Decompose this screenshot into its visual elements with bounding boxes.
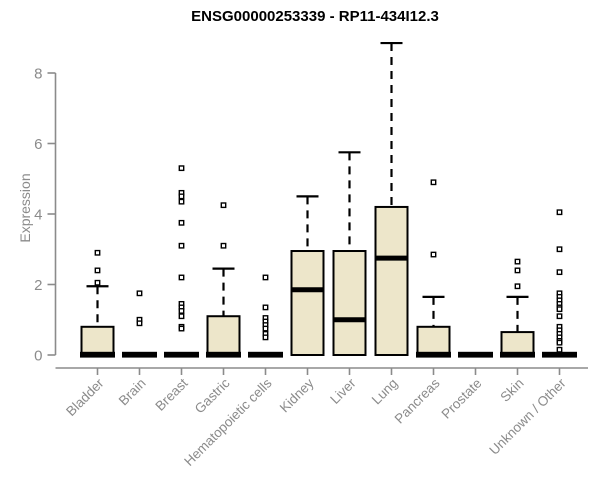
box-rect: [290, 250, 325, 356]
outlier-point: [514, 258, 521, 265]
outlier-point: [514, 267, 521, 274]
boxplot-hematopoietic-cells: [248, 274, 283, 358]
outlier-point: [262, 304, 269, 311]
outlier-point: [262, 325, 269, 332]
median-line: [80, 351, 115, 358]
outlier-point: [556, 306, 563, 313]
boxplot-brain: [122, 290, 157, 358]
chart-title: ENSG00000253339 - RP11-434I12.3: [191, 8, 439, 25]
boxplot-liver: [332, 151, 367, 356]
y-tick-label: 4: [34, 207, 42, 224]
median-line: [542, 351, 577, 358]
boxplot-unknown-other: [542, 209, 577, 358]
box-rect: [500, 331, 535, 356]
y-tick-label: 8: [34, 66, 42, 83]
box-rect: [332, 250, 367, 356]
boxplot-lung: [374, 41, 409, 356]
outlier-point: [178, 308, 185, 314]
median-line: [122, 351, 157, 358]
outlier-point: [178, 313, 185, 320]
outlier-point: [178, 274, 185, 281]
x-tick-label: Breast: [152, 375, 190, 413]
outlier-point: [556, 246, 563, 253]
outlier-point: [262, 274, 269, 281]
boxplot-skin: [500, 258, 535, 358]
x-tick-label: Unknown / Other: [486, 375, 569, 458]
x-tick-label: Lung: [369, 376, 401, 408]
outlier-point: [430, 179, 437, 186]
outlier-point: [178, 193, 185, 200]
outlier-point: [430, 251, 437, 258]
x-tick-label: Bladder: [63, 375, 107, 419]
outlier-point: [94, 249, 101, 256]
outlier-point: [556, 346, 563, 353]
x-tick-label: Pancreas: [392, 375, 443, 426]
outlier-point: [178, 219, 185, 226]
outlier-point: [556, 209, 563, 216]
outlier-point: [178, 325, 185, 332]
box-rect: [374, 205, 409, 356]
x-tick-label: Gastric: [192, 375, 233, 416]
x-tick-label: Prostate: [438, 376, 484, 422]
x-tick-label: Kidney: [277, 375, 317, 415]
outlier-point: [94, 267, 101, 274]
median-line: [206, 351, 241, 358]
x-tick-label: Skin: [497, 376, 526, 405]
median-line: [416, 351, 451, 358]
median-line: [164, 351, 199, 358]
outlier-point: [178, 165, 185, 172]
outlier-point: [136, 320, 143, 327]
y-tick-label: 6: [34, 136, 42, 153]
outlier-point: [136, 290, 143, 297]
boxplot-kidney: [290, 195, 325, 356]
outlier-point: [262, 334, 269, 341]
y-axis: 0 2 4 6 8: [34, 66, 57, 365]
boxplot-prostate: [458, 351, 493, 358]
boxplot-breast: [164, 165, 199, 358]
outlier-point: [178, 198, 185, 205]
outlier-point: [556, 339, 563, 346]
boxplot-bladder: [80, 249, 115, 358]
box-rect: [80, 325, 115, 356]
outlier-point: [514, 283, 521, 290]
median-line: [458, 351, 493, 358]
outlier-point: [556, 269, 563, 276]
outlier-point: [220, 242, 227, 249]
box-rect: [206, 315, 241, 357]
boxplot-pancreas: [416, 179, 451, 358]
outlier-point: [556, 313, 563, 320]
x-tick-label: Brain: [116, 376, 149, 409]
outlier-point: [178, 242, 185, 249]
box-rect: [416, 325, 451, 356]
outlier-point: [220, 202, 227, 209]
y-tick-label: 0: [34, 348, 42, 365]
median-line: [248, 351, 283, 358]
boxplot-gastric: [206, 202, 241, 358]
outlier-point: [94, 279, 101, 286]
median-line: [500, 351, 535, 358]
y-tick-label: 2: [34, 277, 42, 294]
x-tick-label: Liver: [327, 375, 359, 407]
